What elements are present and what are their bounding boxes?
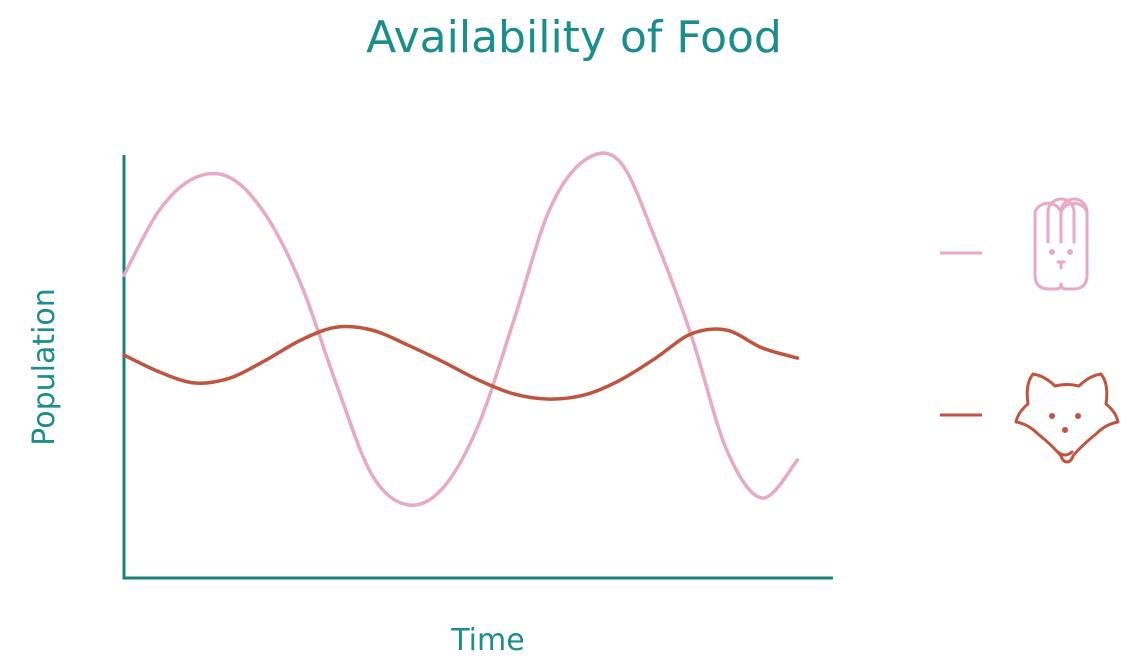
x-axis-label: Time [450, 623, 524, 658]
series-line [122, 151, 800, 507]
legend [940, 197, 1120, 464]
chart-title: Availability of Food [366, 12, 782, 63]
fox-icon [1014, 372, 1120, 464]
y-axis-label: Population [27, 288, 62, 446]
series-line [122, 324, 800, 401]
rabbit-icon [1033, 197, 1089, 291]
